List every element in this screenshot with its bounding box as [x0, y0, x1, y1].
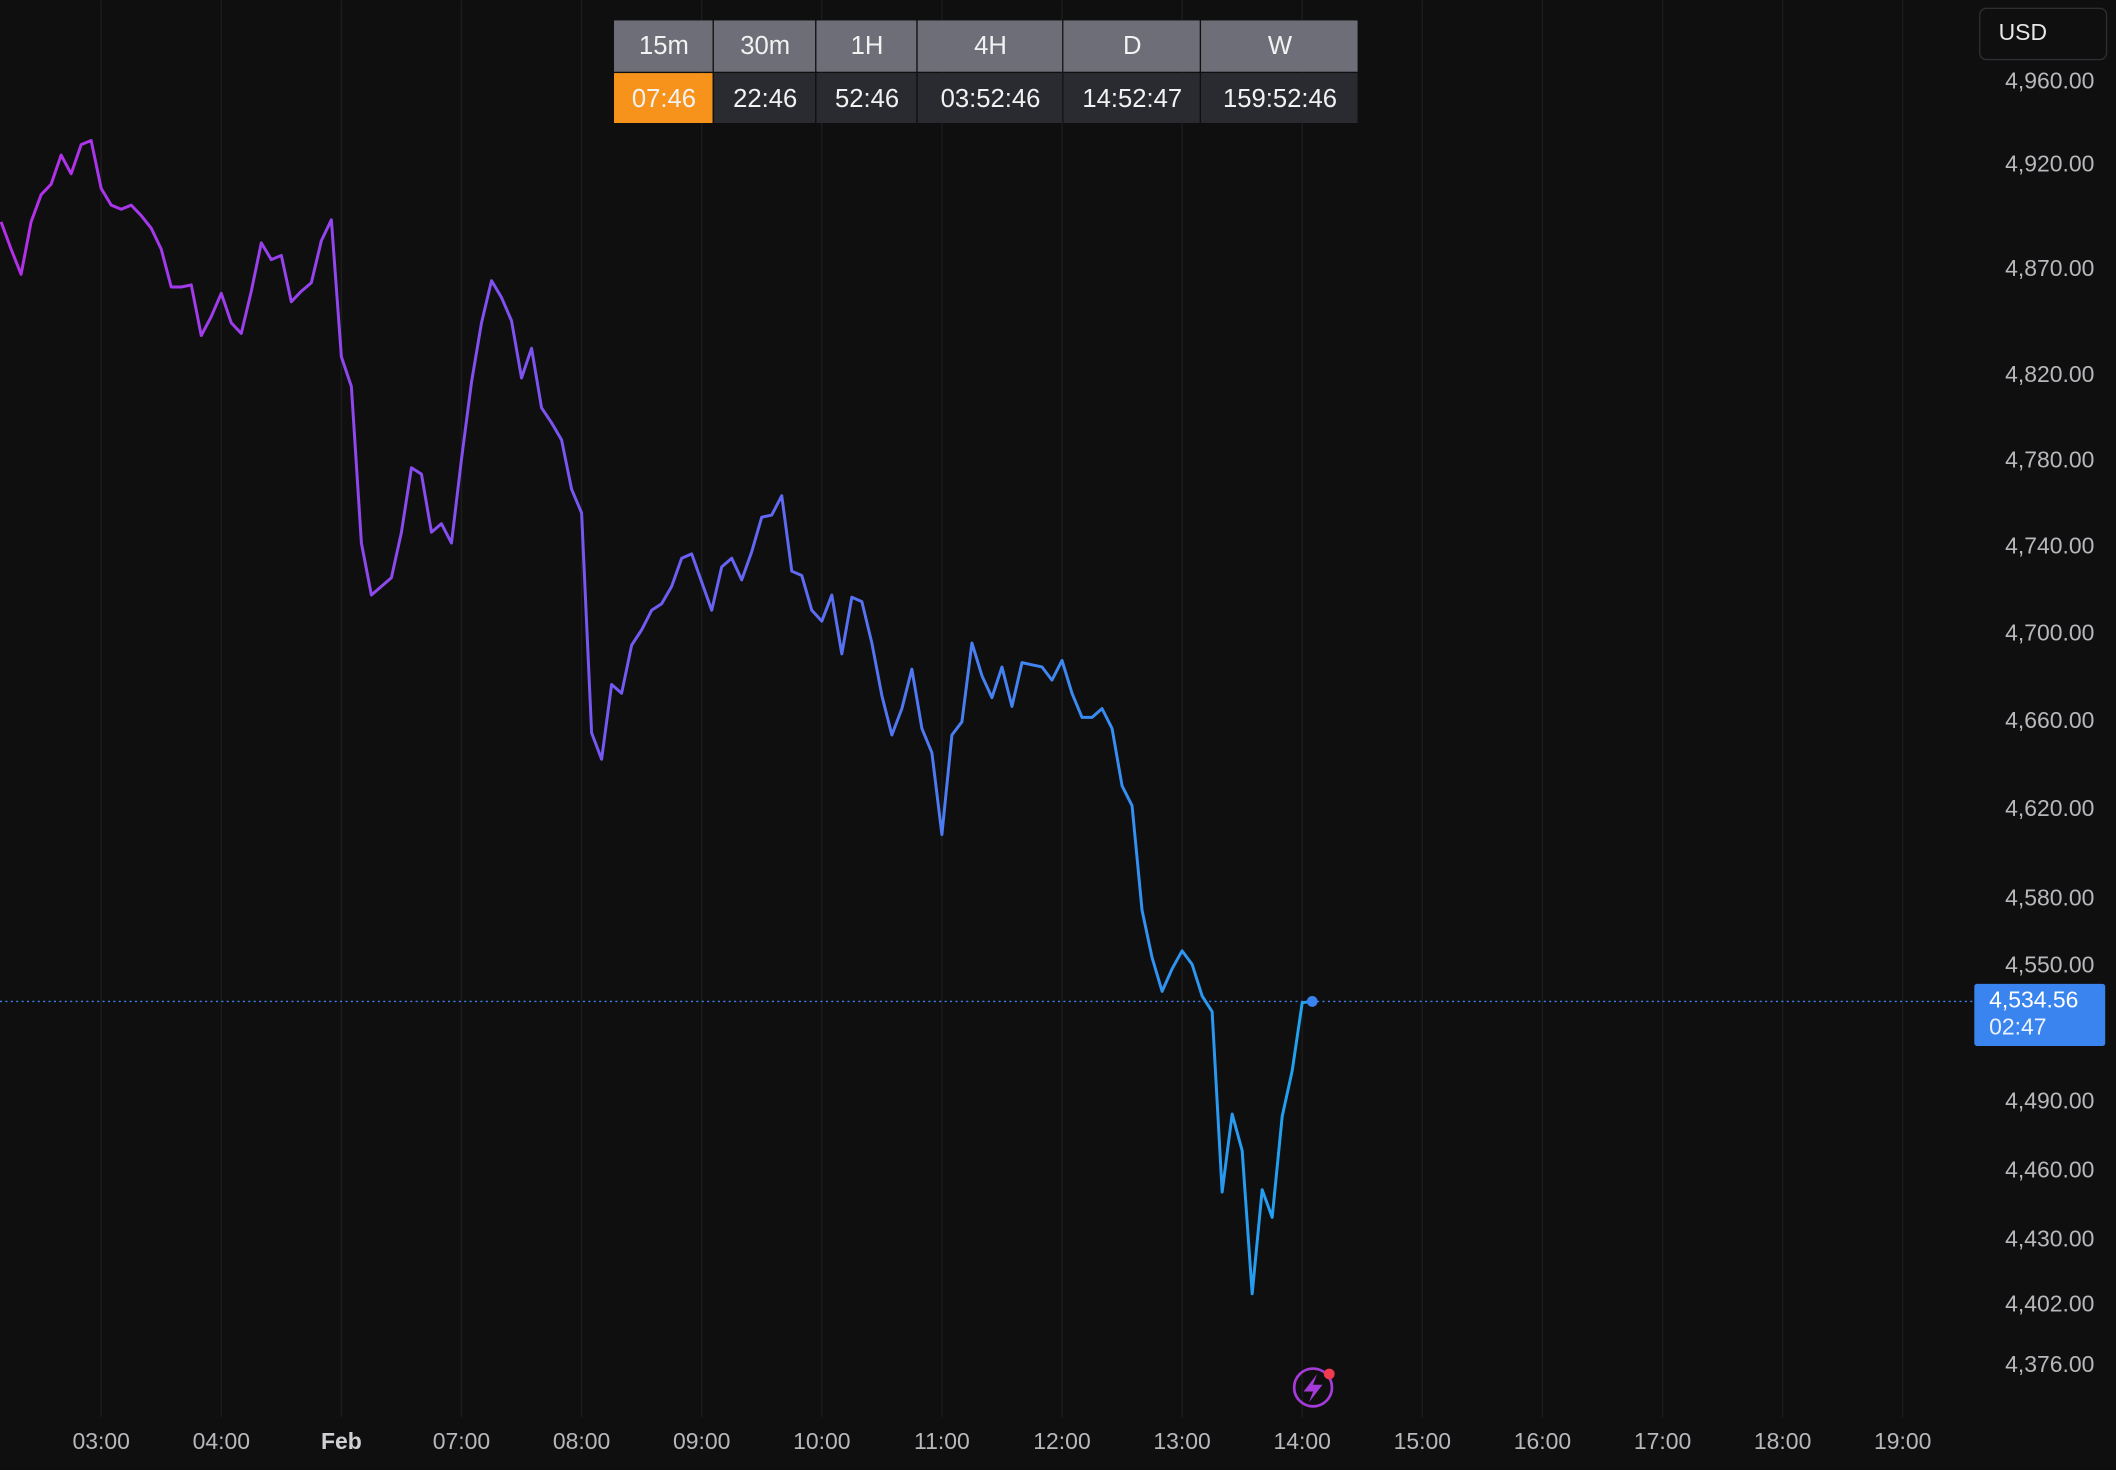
x-tick-label: Feb [321, 1428, 362, 1454]
y-tick-label: 4,780.00 [2005, 446, 2094, 472]
x-tick-label: 07:00 [433, 1428, 490, 1454]
timeframe-label: 15m [639, 32, 689, 60]
y-tick-label: 4,580.00 [2005, 884, 2094, 910]
y-tick-label: 4,430.00 [2005, 1226, 2094, 1252]
currency-button[interactable] [1979, 7, 2108, 61]
x-tick-label: 12:00 [1033, 1428, 1090, 1454]
timeframe-header [614, 20, 713, 72]
countdown-cell [1201, 73, 1358, 124]
timeframe-label: D [1123, 32, 1142, 60]
timeframe-label: 4H [974, 32, 1007, 60]
x-tick-label: 08:00 [553, 1428, 610, 1454]
price-tag-label: 4,534.56 [1989, 986, 2078, 1012]
y-tick-label: 4,490.00 [2005, 1088, 2094, 1114]
y-tick-label: 4,660.00 [2005, 707, 2094, 733]
y-tick-label: 4,550.00 [2005, 952, 2094, 978]
y-tick-label: 4,870.00 [2005, 255, 2094, 281]
countdown-cell [1063, 73, 1200, 124]
currency-label[interactable]: USD [1999, 19, 2047, 45]
y-tick-label: 4,376.00 [2005, 1351, 2094, 1377]
countdown-cell [614, 73, 713, 124]
timeframe-label: 1H [851, 32, 884, 60]
timeframe-countdown: 03:52:46 [941, 85, 1041, 113]
x-tick-label: 13:00 [1153, 1428, 1210, 1454]
timeframe-countdown: 52:46 [835, 85, 899, 113]
countdown-cell [713, 73, 816, 124]
countdown-label: 02:47 [1989, 1013, 2046, 1039]
timeframe-label: 30m [740, 32, 790, 60]
price-line-series [0, 139, 1313, 1296]
y-tick-label: 4,820.00 [2005, 361, 2094, 387]
timeframe-countdown: 159:52:46 [1223, 85, 1337, 113]
timeframe-header [713, 20, 816, 72]
countdown-cell [816, 73, 917, 124]
timeframe-header [816, 20, 917, 72]
y-tick-label: 4,960.00 [2005, 68, 2094, 94]
x-tick-label: 09:00 [673, 1428, 730, 1454]
x-tick-label: 15:00 [1394, 1428, 1451, 1454]
y-tick-label: 4,460.00 [2005, 1156, 2094, 1182]
last-point [1306, 996, 1318, 1007]
y-tick-label: 4,700.00 [2005, 619, 2094, 645]
timeframe-label: W [1268, 32, 1293, 60]
y-tick-label: 4,740.00 [2005, 532, 2094, 558]
y-tick-label: 4,920.00 [2005, 151, 2094, 177]
x-tick-label: 17:00 [1634, 1428, 1691, 1454]
timeframe-countdown: 22:46 [733, 85, 797, 113]
alert-icon[interactable] [1292, 1367, 1335, 1408]
y-tick-label: 4,402.00 [2005, 1290, 2094, 1316]
timeframe-countdown: 07:46 [632, 85, 696, 113]
x-tick-label: 10:00 [793, 1428, 850, 1454]
timeframe-header [1201, 20, 1358, 72]
timeframe-header [1063, 20, 1200, 72]
x-tick-label: 16:00 [1514, 1428, 1571, 1454]
x-tick-label: 04:00 [193, 1428, 250, 1454]
x-tick-label: 11:00 [914, 1428, 970, 1454]
timeframe-countdown: 14:52:47 [1082, 85, 1182, 113]
x-tick-label: 19:00 [1874, 1428, 1931, 1454]
timeframe-header [917, 20, 1063, 72]
x-tick-label: 18:00 [1754, 1428, 1811, 1454]
countdown-cell [917, 73, 1063, 124]
x-tick-label: 03:00 [72, 1428, 129, 1454]
x-tick-label: 14:00 [1274, 1428, 1331, 1454]
y-tick-label: 4,620.00 [2005, 795, 2094, 821]
price-tag [1974, 983, 2106, 1046]
